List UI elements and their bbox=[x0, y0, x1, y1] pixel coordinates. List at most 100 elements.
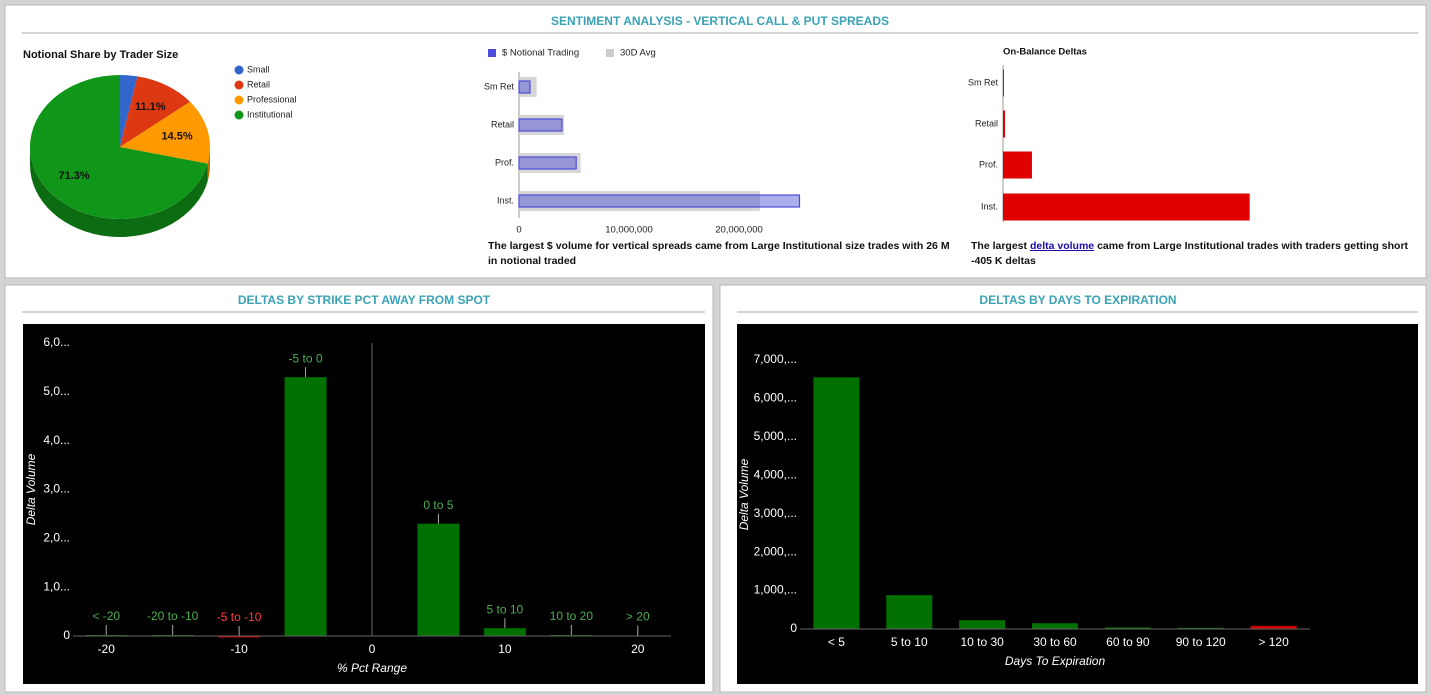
top-panel bbox=[4, 4, 1427, 279]
x-tick-label: 30 to 60 bbox=[1033, 635, 1077, 649]
x-tick-label: 0 bbox=[516, 225, 521, 236]
note: The largest delta volume came from Large… bbox=[971, 239, 1416, 269]
data-label: 11.1% bbox=[135, 101, 166, 113]
y-axis-title: Delta Volume bbox=[737, 458, 751, 530]
y-tick-label: 1,000,... bbox=[754, 583, 797, 597]
bar bbox=[518, 156, 577, 170]
y-tick-label: Sm Ret bbox=[484, 81, 515, 91]
bar-label: -5 to -10 bbox=[217, 610, 262, 624]
y-tick-label: Inst. bbox=[981, 201, 998, 211]
legend-marker bbox=[234, 80, 244, 90]
x-tick-label: 20 bbox=[631, 642, 645, 656]
y-tick-label: 1,0... bbox=[43, 579, 70, 593]
bar bbox=[1250, 625, 1297, 629]
y-tick-label: Prof. bbox=[495, 157, 514, 167]
panel-title: SENTIMENT ANALYSIS - VERTICAL CALL & PUT… bbox=[551, 14, 889, 28]
y-tick-label: 2,000,... bbox=[754, 544, 797, 558]
chart-title: DELTAS BY STRIKE PCT AWAY FROM SPOT bbox=[238, 293, 491, 307]
y-tick-label: 0 bbox=[790, 621, 797, 635]
bar bbox=[1177, 627, 1224, 629]
legend-label: Retail bbox=[247, 79, 270, 89]
y-tick-label: 5,0... bbox=[43, 384, 70, 398]
y-tick-label: 5,000,... bbox=[754, 429, 797, 443]
bar-label: < -20 bbox=[92, 609, 120, 623]
x-tick-label: -10 bbox=[230, 642, 248, 656]
bar bbox=[518, 80, 531, 94]
x-axis-title: % Pct Range bbox=[337, 661, 407, 675]
bar bbox=[519, 153, 581, 173]
bar bbox=[519, 115, 565, 135]
bar bbox=[1032, 623, 1078, 629]
x-tick-label: 10 to 30 bbox=[960, 635, 1004, 649]
x-tick-label: 20,000,000 bbox=[715, 225, 763, 236]
bar bbox=[1003, 69, 1004, 97]
legend-label: Small bbox=[247, 64, 270, 74]
bar-label: 0 to 5 bbox=[423, 498, 453, 512]
bar bbox=[417, 523, 460, 636]
bar bbox=[518, 194, 801, 208]
y-tick-label: 4,0... bbox=[43, 433, 70, 447]
y-tick-label: 0 bbox=[63, 628, 70, 642]
y-tick-label: Retail bbox=[975, 118, 998, 128]
x-tick-label: 90 to 120 bbox=[1176, 635, 1226, 649]
bar-label: -5 to 0 bbox=[289, 351, 323, 365]
x-tick-label: > 120 bbox=[1258, 635, 1289, 649]
y-tick-label: Retail bbox=[491, 119, 514, 129]
bar bbox=[519, 191, 760, 211]
bar bbox=[218, 636, 261, 638]
bar bbox=[886, 595, 933, 629]
data-label: 14.5% bbox=[161, 131, 192, 143]
legend-label: $ Notional Trading bbox=[502, 48, 579, 59]
legend-label: Professional bbox=[247, 94, 297, 104]
y-axis-title: Delta Volume bbox=[24, 453, 38, 525]
bar-label: -20 to -10 bbox=[147, 609, 199, 623]
bar bbox=[1104, 627, 1151, 629]
legend-marker bbox=[234, 110, 244, 120]
pie-slice bbox=[30, 75, 208, 219]
y-tick-label: Inst. bbox=[497, 195, 514, 205]
y-tick-label: 7,000,... bbox=[754, 352, 797, 366]
chart-title: Notional Share by Trader Size bbox=[23, 49, 178, 61]
chart-title: On-Balance Deltas bbox=[1003, 47, 1087, 58]
y-tick-label: 6,0... bbox=[43, 335, 70, 349]
pie-slice-side bbox=[207, 147, 210, 182]
y-tick-label: 2,0... bbox=[43, 531, 70, 545]
bar bbox=[483, 628, 526, 636]
chart-area bbox=[23, 324, 705, 684]
bar bbox=[813, 377, 860, 629]
note-text: The largest bbox=[971, 240, 1028, 252]
bar bbox=[284, 377, 327, 636]
pie-slice bbox=[120, 76, 191, 147]
legend-marker bbox=[488, 49, 496, 57]
link[interactable]: delta volume bbox=[1029, 240, 1095, 252]
legend-label: Institutional bbox=[247, 109, 293, 119]
pie-slice bbox=[120, 101, 211, 164]
note: The largest $ volume for vertical spread… bbox=[488, 240, 950, 267]
legend-marker bbox=[234, 95, 244, 105]
y-tick-label: 4,000,... bbox=[754, 467, 797, 481]
x-tick-label: < 5 bbox=[828, 635, 845, 649]
note-text: came from Large Institutional trades wit… bbox=[971, 240, 1409, 267]
x-axis-title: Days To Expiration bbox=[1005, 654, 1106, 668]
bar bbox=[1003, 110, 1006, 138]
bar bbox=[1003, 193, 1250, 221]
y-tick-label: 3,0... bbox=[43, 482, 70, 496]
y-tick-label: Sm Ret bbox=[968, 77, 999, 87]
x-tick-label: 10 bbox=[498, 642, 512, 656]
bar-label: > 20 bbox=[626, 610, 650, 624]
y-tick-label: Prof. bbox=[979, 159, 998, 169]
pie-slice bbox=[120, 75, 138, 147]
chart-title: DELTAS BY DAYS TO EXPIRATION bbox=[979, 293, 1176, 307]
x-tick-label: 60 to 90 bbox=[1106, 635, 1150, 649]
bar bbox=[1003, 151, 1032, 179]
legend-label: 30D Avg bbox=[620, 48, 656, 59]
data-label: 71.3% bbox=[59, 170, 90, 182]
y-tick-label: 3,000,... bbox=[754, 506, 797, 520]
x-tick-label: 0 bbox=[369, 642, 376, 656]
x-tick-label: 10,000,000 bbox=[605, 225, 653, 236]
x-tick-label: -20 bbox=[98, 642, 116, 656]
legend-marker bbox=[234, 65, 244, 75]
y-tick-label: 6,000,... bbox=[754, 391, 797, 405]
legend-marker bbox=[606, 49, 614, 57]
